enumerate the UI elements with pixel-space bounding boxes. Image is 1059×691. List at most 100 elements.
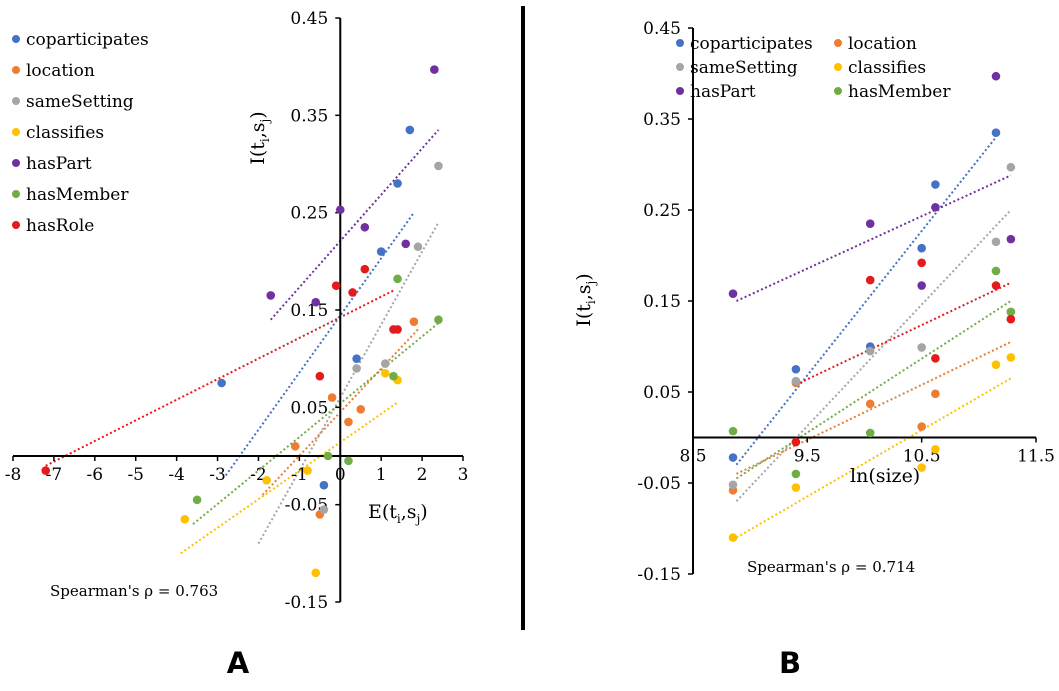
chart-b-x-tick-label: 10.5 [903, 447, 941, 467]
chart-b-legend-label-coparticipates: coparticipates [690, 34, 813, 54]
chart-a: -8 -7 -6 -5 -4 -3 -2 -1 0 1 2 30.450.350.250.150.05… [5, 9, 469, 680]
chart-a-point-hasrole [315, 371, 325, 381]
chart-a-point-location [327, 393, 337, 402]
chart-a-legend-label-coparticipates: coparticipates [26, 30, 149, 50]
chart-b-point-haspart [991, 71, 1001, 81]
chart-a-point-hasmember [344, 456, 353, 466]
chart-b-legend-marker-classifies [834, 63, 842, 71]
chart-b-point-haspart [865, 219, 875, 228]
chart-a-legend-marker-samesetting [12, 97, 20, 105]
chart-a-spearman: Spearman's ρ = 0.763 [50, 582, 218, 600]
chart-b-point-classifies [1006, 353, 1016, 362]
chart-b-legend: coparticipates location sameSetting classif… [676, 34, 951, 102]
chart-a-y-tick-label: -0.15 [285, 593, 329, 613]
chart-b-point-hasrole [917, 258, 926, 268]
chart-a-trendline-hasmember [192, 318, 444, 525]
chart-b-trendline-location [736, 341, 1012, 475]
chart-a-x-tick-label: 3 [458, 465, 469, 485]
chart-a-point-haspart [430, 65, 439, 74]
chart-a-legend-marker-coparticipates [12, 35, 20, 43]
chart-b-trendlines [735, 136, 1012, 539]
chart-a-trendline-coparticipates [224, 212, 415, 477]
chart-a-trendline-hasrole [45, 289, 394, 467]
chart-a-point-coparticipates [217, 378, 226, 388]
chart-a-x-tick-label: -3 [209, 465, 226, 485]
chart-a-legend-label-haspart: hasPart [26, 154, 92, 174]
chart-b-y-tick-label: 0.45 [643, 19, 681, 39]
chart-a-point-hasrole [348, 288, 357, 297]
chart-b-point-hasrole [791, 437, 801, 447]
chart-b-point-coparticipates [791, 364, 801, 374]
chart-a-trendline-samesetting [257, 221, 440, 545]
chart-a-legend-marker-location [12, 66, 20, 74]
chart-b-x-tick-label: 11.5 [1017, 447, 1055, 467]
chart-b-legend-marker-location [834, 39, 842, 47]
chart-a-point-samesetting [380, 359, 390, 368]
chart-a-point-haspart [401, 239, 411, 249]
chart-a-point-coparticipates [319, 480, 329, 490]
chart-a-legend-marker-classifies [12, 128, 20, 136]
chart-a-x-tick-label: -6 [87, 465, 104, 485]
chart-a-point-samesetting [319, 505, 329, 514]
chart-b-point-classifies [931, 445, 940, 454]
chart-b-x-tick-label: 8.5 [679, 447, 706, 467]
chart-b-legend-marker-haspart [676, 87, 684, 95]
chart-a-axes: -8 -7 -6 -5 -4 -3 -2 -1 0 1 2 30.450.350.250.150.05… [5, 9, 469, 613]
chart-b-point-hasmember [991, 266, 1001, 276]
chart-a-point-location [356, 404, 366, 414]
chart-a-point-hasmember [192, 495, 202, 505]
chart-a-legend-label-classifies: classifies [26, 123, 104, 143]
chart-a-point-hasrole [331, 281, 341, 290]
chart-a-point-coparticipates [352, 354, 361, 363]
chart-b-point-hasrole [1006, 314, 1016, 324]
chart-a-point-coparticipates [405, 125, 415, 135]
chart-b-y-tick-label: 0.25 [643, 201, 681, 221]
chart-a-point-classifies [303, 466, 312, 475]
chart-a-x-tick-label: 2 [417, 465, 428, 485]
chart-a-x-tick-label: -5 [127, 465, 144, 485]
chart-a-point-haspart [266, 291, 276, 300]
chart-a-x-tick-label: 1 [376, 465, 387, 485]
chart-b-y-axis-label: I(ti,sj) [573, 273, 598, 326]
chart-b-y-tick-label: 0.05 [643, 383, 681, 403]
chart-a-point-classifies [262, 476, 271, 485]
chart-b-axes: 8.5 9.5 10.5 11.5 0.45 0.35 0.25 0.15 0.05 -0.05 -… [573, 19, 1055, 585]
chart-a-y-tick-label: 0.15 [290, 301, 328, 321]
chart-a-y-tick-label: 0.05 [290, 398, 328, 418]
chart-a-point-hasmember [434, 315, 443, 325]
chart-b-point-hasrole [991, 281, 1001, 290]
chart-a-points [41, 65, 443, 578]
chart-b-point-samesetting [917, 343, 926, 352]
chart-a-y-tick-label: 0.25 [290, 204, 328, 224]
chart-b-point-coparticipates [728, 453, 738, 462]
chart-b-legend-label-location: location [848, 34, 917, 54]
chart-a-legend-label-hasrole: hasRole [26, 216, 94, 236]
chart-b-legend-marker-hasmember [834, 87, 842, 95]
chart-a-legend-marker-hasrole [12, 221, 20, 229]
chart-b-point-coparticipates [931, 180, 940, 189]
chart-b-y-tick-label: 0.15 [643, 292, 681, 312]
chart-a-x-tick-label: -8 [5, 465, 22, 485]
chart-a-y-tick-label: 0.35 [290, 106, 328, 126]
panel-b-label: B [779, 646, 801, 680]
chart-b-x-axis-label: ln(size) [850, 465, 920, 487]
chart-a-point-haspart [360, 222, 370, 232]
chart-b-point-hasmember [865, 428, 875, 438]
chart-a-legend-marker-hasmember [12, 190, 20, 198]
chart-b: 8.5 9.5 10.5 11.5 0.45 0.35 0.25 0.15 0.05 -0.05 -… [573, 19, 1055, 680]
chart-b-legend-label-samesetting: sameSetting [690, 58, 798, 78]
chart-b-legend-label-haspart: hasPart [690, 82, 756, 102]
chart-b-y-tick-label: -0.15 [637, 565, 681, 585]
chart-a-x-tick-label: -4 [168, 465, 185, 485]
chart-b-point-coparticipates [991, 128, 1001, 137]
chart-a-point-hasrole [41, 466, 51, 475]
chart-a-point-location [290, 441, 300, 451]
chart-a-point-hasrole [393, 325, 402, 334]
chart-a-legend-label-samesetting: sameSetting [26, 92, 134, 112]
panel-a-label: A [227, 646, 250, 680]
chart-a-x-axis-label: E(ti,sj) [368, 501, 428, 526]
chart-a-point-hasmember [323, 451, 333, 461]
chart-a-point-haspart [335, 205, 345, 215]
chart-b-trendline-samesetting [735, 209, 1012, 502]
